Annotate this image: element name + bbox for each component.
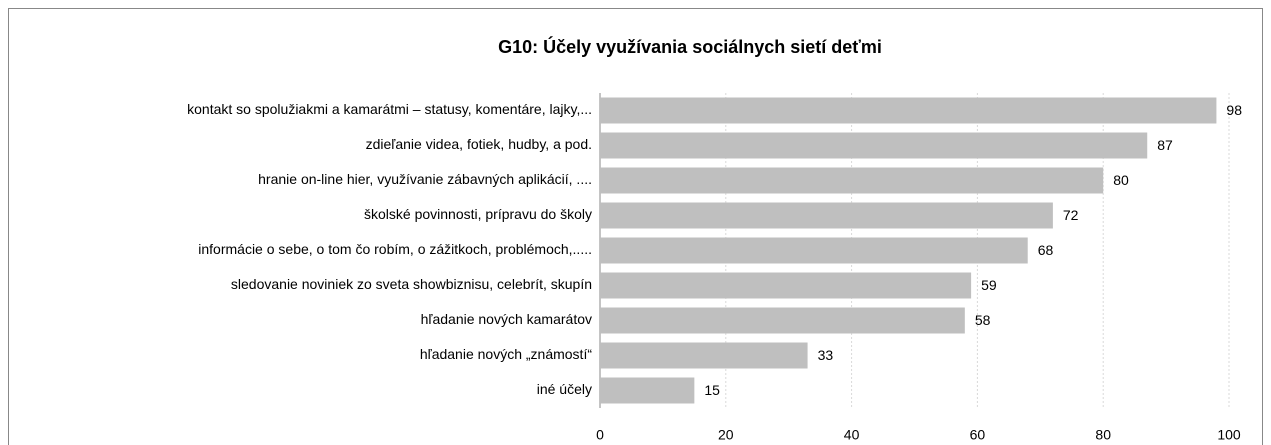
- y-tick-label: hranie on-line hier, využívanie zábavnýc…: [258, 171, 592, 187]
- value-label: 15: [704, 382, 720, 398]
- bar: [600, 237, 1028, 264]
- x-tick-label: 20: [718, 427, 734, 443]
- x-tick-label: 100: [1217, 427, 1241, 443]
- y-tick-label: kontakt so spolužiakmi a kamarátmi – sta…: [187, 101, 592, 117]
- value-label: 68: [1038, 242, 1054, 258]
- value-label: 72: [1063, 207, 1079, 223]
- bar: [600, 202, 1053, 229]
- bar: [600, 342, 808, 369]
- value-label: 87: [1157, 137, 1173, 153]
- x-tick-label: 60: [970, 427, 986, 443]
- value-label: 33: [818, 347, 834, 363]
- value-label: 58: [975, 312, 991, 328]
- y-tick-label: hľadanie nových „známostí“: [420, 346, 593, 362]
- bar: [600, 307, 965, 334]
- y-tick-label: informácie o sebe, o tom čo robím, o záž…: [198, 241, 592, 257]
- y-tick-label: zdieľanie videa, fotiek, hudby, a pod.: [366, 136, 592, 152]
- y-tick-label: školské povinnosti, prípravu do školy: [364, 206, 592, 222]
- y-tick-label: iné účely: [537, 381, 592, 397]
- value-label: 80: [1113, 172, 1129, 188]
- y-tick-label: hľadanie nových kamarátov: [421, 311, 592, 327]
- y-tick-label: sledovanie noviniek zo sveta showbiznisu…: [231, 276, 592, 292]
- bar: [600, 272, 972, 299]
- chart-title: G10: Účely využívania sociálnych sietí d…: [498, 36, 882, 57]
- x-tick-label: 40: [844, 427, 860, 443]
- x-tick-label: 80: [1095, 427, 1111, 443]
- x-tick-label: 0: [596, 427, 604, 443]
- bar: [600, 97, 1217, 124]
- bar: [600, 167, 1104, 194]
- bar: [600, 132, 1148, 159]
- value-label: 59: [981, 277, 997, 293]
- value-label: 98: [1226, 102, 1242, 118]
- bar: [600, 377, 695, 404]
